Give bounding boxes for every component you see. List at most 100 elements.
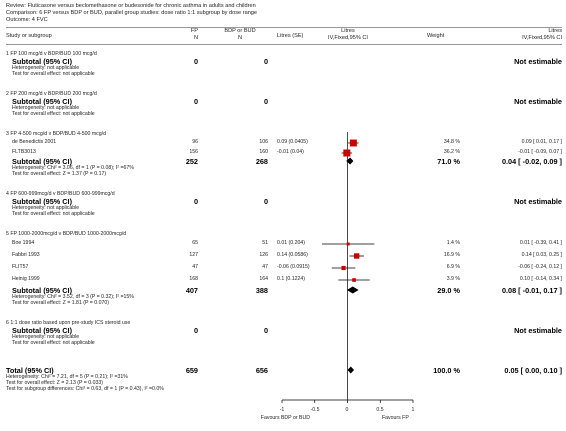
- study-effect-square: [346, 242, 350, 246]
- col-study: Study or subgroup: [6, 33, 52, 39]
- subgroup-6-subtotal-label: Subtotal (95% CI): [12, 326, 72, 335]
- header-top-rule: [6, 27, 562, 28]
- subgroup-3-subtotal-label: Subtotal (95% CI): [12, 157, 72, 166]
- study-weight: 1.4 %: [446, 240, 460, 246]
- study-name: FLIT57: [12, 264, 29, 270]
- pooled-diamond: [347, 366, 355, 374]
- study-ci: 0.09 [ 0.01, 0.17 ]: [521, 139, 562, 145]
- study-fp-n: 168: [189, 276, 198, 282]
- subgroup-4-subtotal-label: Subtotal (95% CI): [12, 197, 72, 206]
- subgroup-3-weight: 71.0 %: [437, 157, 460, 166]
- study-weight: 36.2 %: [443, 149, 460, 155]
- study-effect-square: [349, 139, 357, 147]
- axis-tick-label: 0.5: [376, 407, 384, 413]
- favours-left-label: Favours BDP or BUD: [260, 415, 310, 421]
- subgroup-2-bdp-n: 0: [263, 97, 268, 106]
- subgroup-1-subtotal-label: Subtotal (95% CI): [12, 57, 72, 66]
- subgroup-2-ci: Not estimable: [514, 97, 562, 106]
- subgroup-5-bdp-n: 388: [255, 286, 268, 295]
- subgroup-6-bdp-n: 0: [263, 326, 268, 335]
- total-fp-n: 659: [185, 366, 198, 375]
- col-ci-sub: IV,Fixed,95% CI: [522, 35, 562, 41]
- subgroup-5-weight: 29.0 %: [437, 286, 460, 295]
- study-bdp-n: 160: [259, 149, 268, 155]
- subgroup-3-het: Heterogeneity: Chi² = 3.06, df = 1 (P = …: [12, 165, 134, 171]
- study-bdp-n: 47: [262, 264, 268, 270]
- pooled-diamond: [346, 157, 354, 165]
- subgroup-3-bdp-n: 268: [255, 157, 268, 166]
- subgroup-3-overall: Test for overall effect: Z = 1.37 (P = 0…: [12, 171, 107, 177]
- axis-tick-label: 1: [411, 407, 415, 413]
- study-se: -0.01 (0.04): [277, 149, 304, 155]
- subgroup-3-fp-n: 252: [185, 157, 198, 166]
- subgroup-5-ci: 0.08 [ -0.01, 0.17 ]: [501, 286, 562, 295]
- col-fp-n: N: [193, 35, 198, 41]
- subgroup-1-ci: Not estimable: [514, 57, 562, 66]
- col-plot: Litres: [341, 28, 355, 34]
- subgroup-6-title: 6 1:1 dose ratio based upon pre-study IC…: [6, 320, 131, 326]
- subgroup-5-het: Heterogeneity: Chi² = 3.52, df = 3 (P = …: [12, 294, 134, 300]
- subgroup-5-title: 5 FP 1000-2000mcg/d v BDP/BUD 1000-2000m…: [6, 231, 127, 237]
- study-fp-n: 96: [192, 139, 198, 145]
- total-weight: 100.0 %: [433, 366, 460, 375]
- study-effect-square: [343, 149, 351, 157]
- total-label: Total (95% CI): [6, 366, 54, 375]
- study-effect-square: [353, 253, 360, 259]
- favours-right-label: Favours FP: [382, 415, 409, 421]
- study-weight: 6.9 %: [446, 264, 460, 270]
- subgroup-1-title: 1 FP 100 mcg/d v BDP/BUD 100 mcg/d: [6, 51, 97, 57]
- study-fp-n: 47: [192, 264, 198, 270]
- col-bdp-n: N: [237, 35, 243, 41]
- study-se: 0.01 (0.204): [277, 240, 305, 246]
- outcome-title: Outcome: 4 FVC: [6, 17, 48, 23]
- study-ci: 0.01 [ -0.39, 0.41 ]: [519, 240, 562, 246]
- study-bdp-n: 126: [259, 252, 268, 258]
- subgroup-2-fp-n: 0: [193, 97, 198, 106]
- axis-tick-label: -1: [279, 407, 285, 413]
- col-fp: FP: [190, 28, 198, 34]
- study-weight: 3.9 %: [446, 276, 460, 282]
- study-fp-n: 127: [189, 252, 198, 258]
- subgroup-differences: Test for subgroup differences: Chi² = 0.…: [6, 386, 164, 392]
- total-ci: 0.05 [ 0.00, 0.10 ]: [504, 366, 562, 375]
- axis-tick-label: -0.5: [310, 407, 320, 413]
- study-name: Boe 1994: [12, 240, 35, 246]
- header-bottom-rule: [6, 44, 562, 45]
- col-litres-se: Litres (SE): [277, 33, 304, 39]
- study-weight: 16.9 %: [443, 252, 460, 258]
- study-effect-square: [352, 278, 356, 282]
- subgroup-1-bdp-n: 0: [263, 57, 268, 66]
- study-ci: 0.14 [ 0.03, 0.25 ]: [521, 252, 562, 258]
- study-bdp-n: 164: [259, 276, 268, 282]
- study-bdp-n: 106: [259, 139, 268, 145]
- study-se: 0.09 (0.0405): [277, 139, 308, 145]
- total-overall: Test for overall effect: Z = 2.13 (P = 0…: [6, 380, 103, 386]
- subgroup-5-overall: Test for overall effect: Z = 1.81 (P = 0…: [12, 300, 109, 306]
- subgroup-2-title: 2 FP 200 mcg/d v BDP/BUD 200 mcg/d: [6, 91, 97, 97]
- subgroup-1-overall: Test for overall effect: not applicable: [12, 71, 95, 77]
- subgroup-5-fp-n: 407: [185, 286, 198, 295]
- subgroup-5-subtotal-label: Subtotal (95% CI): [12, 286, 72, 295]
- study-effect-square: [341, 265, 346, 271]
- subgroup-6-overall: Test for overall effect: not applicable: [12, 340, 95, 346]
- subgroup-3-ci: 0.04 [ -0.02, 0.09 ]: [501, 157, 562, 166]
- study-se: 0.1 (0.1224): [277, 276, 305, 282]
- col-plot-sub: IV,Fixed,95% CI: [328, 35, 368, 41]
- pooled-diamond: [346, 286, 359, 294]
- subgroup-2-overall: Test for overall effect: not applicable: [12, 111, 95, 117]
- study-se: -0.06 (0.0915): [277, 264, 310, 270]
- total-het: Heterogeneity: Chi² = 7.21, df = 5 (P = …: [6, 374, 128, 380]
- subgroup-1-fp-n: 0: [193, 57, 198, 66]
- study-name: Fabbri 1993: [12, 252, 40, 258]
- subgroup-1-het: Heterogeneity: not applicable: [12, 65, 80, 71]
- study-ci: -0.01 [ -0.09, 0.07 ]: [518, 149, 562, 155]
- comparison-title: Comparison: 6 FP versus BDP or BUD, para…: [6, 10, 258, 16]
- subgroup-6-fp-n: 0: [193, 326, 198, 335]
- subgroup-3-title: 3 FP 4-500 mcg/d v BDP/BUD 4-500 mcg/d: [6, 131, 106, 137]
- subgroup-4-ci: Not estimable: [514, 197, 562, 206]
- axis-tick-label: 0: [345, 407, 349, 413]
- subgroup-4-bdp-n: 0: [263, 197, 268, 206]
- study-bdp-n: 51: [262, 240, 268, 246]
